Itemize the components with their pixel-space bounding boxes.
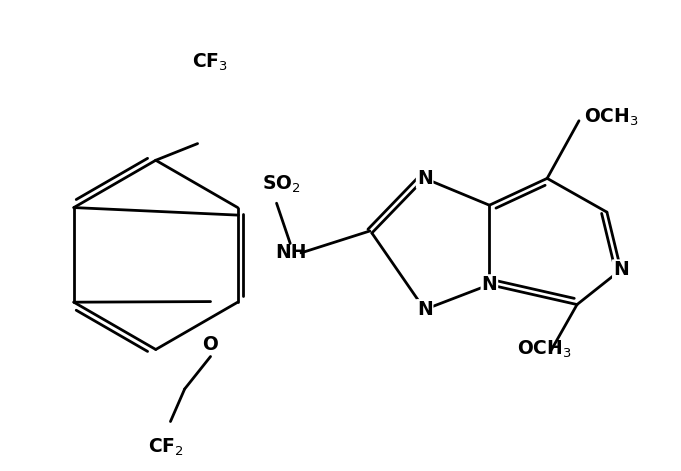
Text: N: N xyxy=(417,300,432,319)
Text: N: N xyxy=(613,260,629,279)
Text: CF$_2$: CF$_2$ xyxy=(148,437,184,458)
Text: OCH$_3$: OCH$_3$ xyxy=(517,339,571,360)
Text: CF$_3$: CF$_3$ xyxy=(191,51,227,73)
Text: OCH$_3$: OCH$_3$ xyxy=(584,107,639,129)
Text: SO$_2$: SO$_2$ xyxy=(262,174,301,195)
Text: O: O xyxy=(202,335,219,354)
Text: NH: NH xyxy=(275,244,306,262)
Text: N: N xyxy=(481,275,497,294)
Text: N: N xyxy=(417,169,432,188)
